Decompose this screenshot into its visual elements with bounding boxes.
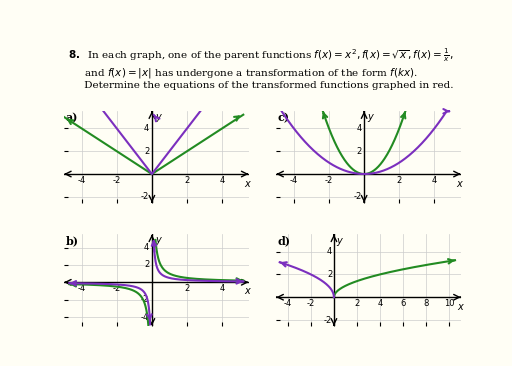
Text: 2: 2 <box>144 260 150 269</box>
Text: b): b) <box>66 235 79 246</box>
Text: -2: -2 <box>307 299 315 308</box>
Text: -2: -2 <box>141 295 150 304</box>
Text: -2: -2 <box>113 176 121 185</box>
Text: -2: -2 <box>325 176 333 185</box>
Text: x: x <box>244 179 250 188</box>
Text: 4: 4 <box>327 247 332 256</box>
Text: -4: -4 <box>77 284 86 292</box>
Text: -2: -2 <box>113 284 121 292</box>
Text: y: y <box>368 112 373 122</box>
Text: 4: 4 <box>220 284 225 292</box>
Text: y: y <box>336 236 342 246</box>
Text: -4: -4 <box>290 176 298 185</box>
Text: y: y <box>156 112 161 122</box>
Text: -4: -4 <box>141 313 150 322</box>
Text: 2: 2 <box>184 284 189 292</box>
Text: 4: 4 <box>432 176 437 185</box>
Text: -2: -2 <box>141 193 150 201</box>
Text: 2: 2 <box>327 270 332 279</box>
Text: 6: 6 <box>400 299 406 308</box>
Text: -2: -2 <box>353 193 361 201</box>
Text: a): a) <box>66 112 78 123</box>
Text: 2: 2 <box>144 147 150 156</box>
Text: y: y <box>156 235 161 245</box>
Text: 8: 8 <box>423 299 429 308</box>
Text: 2: 2 <box>356 147 361 156</box>
Text: -4: -4 <box>77 176 86 185</box>
Text: 2: 2 <box>354 299 359 308</box>
Text: $\bf{8.}$  In each graph, one of the parent functions $f(x)=x^2, f(x)=\sqrt{x}, : $\bf{8.}$ In each graph, one of the pare… <box>68 47 454 90</box>
Text: 4: 4 <box>220 176 225 185</box>
Text: d): d) <box>278 236 290 247</box>
Text: 4: 4 <box>377 299 382 308</box>
Text: 4: 4 <box>356 124 361 133</box>
Text: 2: 2 <box>397 176 402 185</box>
Text: x: x <box>456 179 462 188</box>
Text: 10: 10 <box>444 299 455 308</box>
Text: -4: -4 <box>284 299 292 308</box>
Text: c): c) <box>278 112 290 123</box>
Text: 2: 2 <box>184 176 189 185</box>
Text: 4: 4 <box>144 243 150 252</box>
Text: x: x <box>457 302 462 312</box>
Text: x: x <box>244 286 250 296</box>
Text: 4: 4 <box>144 124 150 133</box>
Text: -2: -2 <box>324 315 332 325</box>
